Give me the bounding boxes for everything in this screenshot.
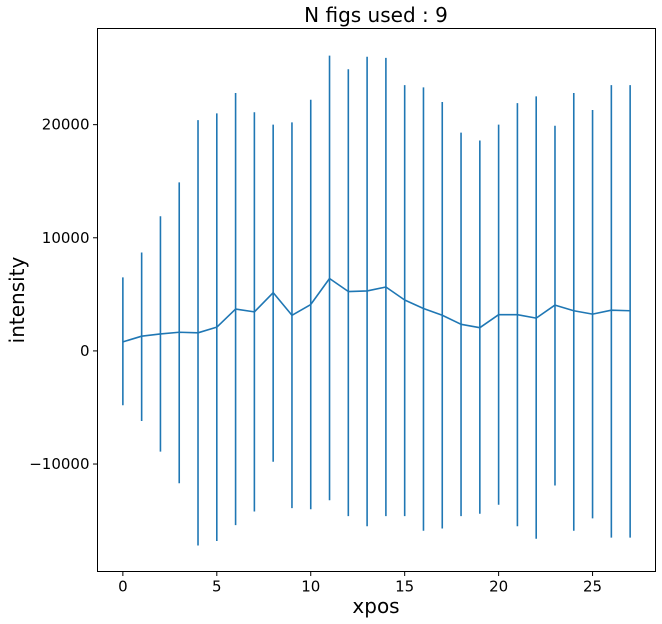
error-bars [122,55,631,546]
plot-frame [97,28,656,572]
x-tick-label: 10 [301,578,320,596]
y-tick-label: 20000 [42,116,90,134]
x-tick-label: 5 [212,578,222,596]
chart-title: N figs used : 9 [304,3,448,27]
series-line [122,277,631,343]
x-tick-label: 0 [118,578,128,596]
y-tick-label: −10000 [29,455,89,473]
x-tick-label: 15 [395,578,414,596]
y-tick-label: 10000 [42,229,90,247]
y-axis: −10000 0 10000 20000 [29,116,98,473]
x-tick-label: 25 [583,578,602,596]
series-group [122,277,631,343]
x-axis-label: xpos [352,594,399,618]
x-tick-label: 20 [489,578,508,596]
x-axis: 0 5 10 15 20 25 [118,571,602,596]
y-axis-label: intensity [5,256,29,343]
y-tick-label: 0 [80,342,90,360]
